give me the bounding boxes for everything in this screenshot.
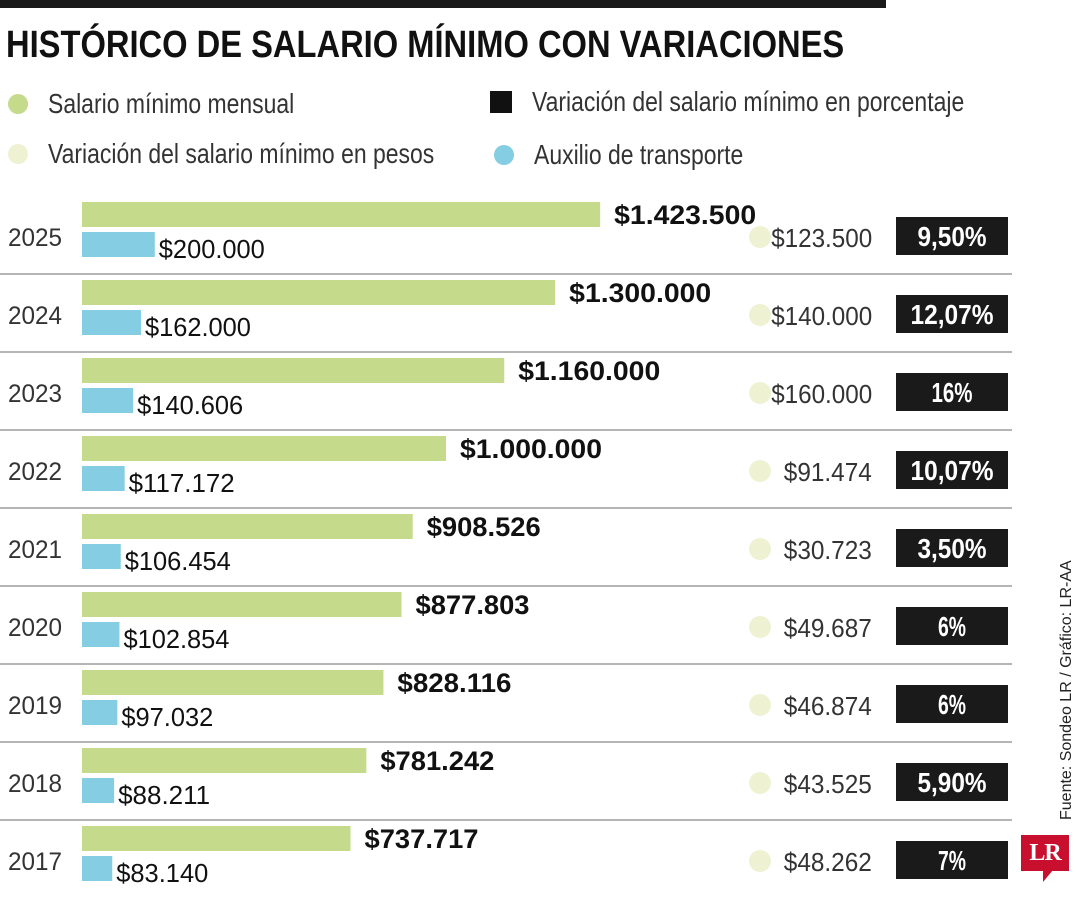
transport-bar <box>82 856 113 881</box>
var-pesos-label: $30.723 <box>784 535 872 565</box>
var-pesos-dot-icon <box>749 226 771 248</box>
var-pesos-dot-icon <box>749 382 771 404</box>
top-rule <box>0 0 886 8</box>
pct-box <box>896 295 1008 333</box>
year-label: 2018 <box>8 770 62 798</box>
pct-label: 10,07% <box>911 455 994 486</box>
transport-value-label: $83.140 <box>116 858 208 888</box>
pct-box <box>896 529 1008 567</box>
legend-var-pct: Variación del salario mínimo en porcenta… <box>490 86 1059 118</box>
salary-value-label: $781.242 <box>380 746 494 776</box>
var-pesos-label: $43.525 <box>784 769 872 799</box>
var-pesos-label: $46.874 <box>784 691 872 721</box>
var-pesos-label: $160.000 <box>771 379 872 409</box>
salary-value-label: $1.300.000 <box>569 278 711 308</box>
salary-value-label: $908.526 <box>427 512 541 542</box>
transport-bar <box>82 544 121 569</box>
legend-transport-dot-icon <box>494 145 514 165</box>
transport-value-label: $162.000 <box>145 312 251 342</box>
legend-transport-label: Auxilio de transporte <box>534 139 744 170</box>
legend-salary-dot-icon <box>8 94 28 114</box>
var-pesos-label: $123.500 <box>771 223 872 253</box>
transport-value-label: $106.454 <box>125 546 231 576</box>
legend-var-pesos-dot-icon <box>8 144 28 164</box>
year-label: 2025 <box>8 224 62 252</box>
salary-bar <box>82 592 402 617</box>
legend-salary: Salario mínimo mensual <box>8 88 348 120</box>
pct-box <box>896 217 1008 255</box>
salary-bar <box>82 748 367 773</box>
var-pesos-label: $48.262 <box>784 847 872 877</box>
var-pesos-dot-icon <box>749 616 771 638</box>
var-pesos-dot-icon <box>749 694 771 716</box>
legend-transport: Auxilio de transporte <box>494 139 789 171</box>
transport-bar <box>82 700 118 725</box>
year-label: 2019 <box>8 692 62 720</box>
pct-box <box>896 841 1008 879</box>
transport-bar <box>82 232 155 257</box>
year-label: 2020 <box>8 614 62 642</box>
salary-bar <box>82 358 505 383</box>
salary-bar <box>82 280 556 305</box>
transport-value-label: $102.854 <box>123 624 229 654</box>
transport-bar <box>82 310 141 335</box>
year-label: 2022 <box>8 458 62 486</box>
var-pesos-label: $140.000 <box>771 301 872 331</box>
legend-var-pesos-label: Variación del salario mínimo en pesos <box>48 138 435 169</box>
legend-var-pct-label: Variación del salario mínimo en porcenta… <box>532 86 965 117</box>
var-pesos-dot-icon <box>749 772 771 794</box>
salary-bar <box>82 514 413 539</box>
transport-value-label: $200.000 <box>159 234 265 264</box>
transport-value-label: $88.211 <box>118 780 210 810</box>
pct-box <box>896 607 1008 645</box>
salary-value-label: $1.160.000 <box>518 356 660 386</box>
salary-bar <box>82 202 601 227</box>
legend-var-pesos: Variación del salario mínimo en pesos <box>8 138 519 170</box>
pct-box <box>896 451 1008 489</box>
transport-bar <box>82 622 120 647</box>
legend-var-pct-square-icon <box>490 91 512 113</box>
var-pesos-label: $91.474 <box>784 457 872 487</box>
pct-label: 6% <box>938 689 966 720</box>
year-label: 2017 <box>8 848 62 876</box>
pct-label: 3,50% <box>918 533 987 564</box>
salary-value-label: $737.717 <box>365 824 479 854</box>
var-pesos-label: $49.687 <box>784 613 872 643</box>
salary-value-label: $828.116 <box>397 668 511 698</box>
transport-value-label: $140.606 <box>137 390 243 420</box>
var-pesos-dot-icon <box>749 538 771 560</box>
transport-bar <box>82 466 125 491</box>
pct-label: 12,07% <box>911 299 994 330</box>
transport-bar <box>82 778 115 803</box>
var-pesos-dot-icon <box>749 850 771 872</box>
pct-box <box>896 763 1008 801</box>
pct-label: 16% <box>932 377 973 408</box>
year-label: 2024 <box>8 302 62 330</box>
pct-box <box>896 685 1008 723</box>
transport-value-label: $117.172 <box>129 468 235 498</box>
salary-bar <box>82 436 446 461</box>
transport-bar <box>82 388 134 413</box>
var-pesos-dot-icon <box>749 304 771 326</box>
chart-title: HISTÓRICO DE SALARIO MÍNIMO CON VARIACIO… <box>6 24 845 66</box>
year-label: 2023 <box>8 380 62 408</box>
pct-label: 6% <box>938 611 966 642</box>
var-pesos-dot-icon <box>749 460 771 482</box>
lr-logo: LR <box>1021 835 1069 871</box>
transport-value-label: $97.032 <box>121 702 213 732</box>
pct-label: 7% <box>938 845 966 876</box>
salary-bar <box>82 826 351 851</box>
pct-label: 9,50% <box>918 221 987 252</box>
pct-label: 5,90% <box>918 767 987 798</box>
lr-logo-tail <box>1043 870 1053 882</box>
salary-value-label: $1.000.000 <box>460 434 602 464</box>
salary-value-label: $1.423.500 <box>614 200 756 230</box>
source-credit: Fuente: Sondeo LR / Gráfico: LR-AA <box>1058 560 1075 820</box>
year-label: 2021 <box>8 536 62 564</box>
pct-box <box>896 373 1008 411</box>
salary-bar <box>82 670 384 695</box>
legend-salary-label: Salario mínimo mensual <box>48 88 295 119</box>
salary-value-label: $877.803 <box>416 590 530 620</box>
